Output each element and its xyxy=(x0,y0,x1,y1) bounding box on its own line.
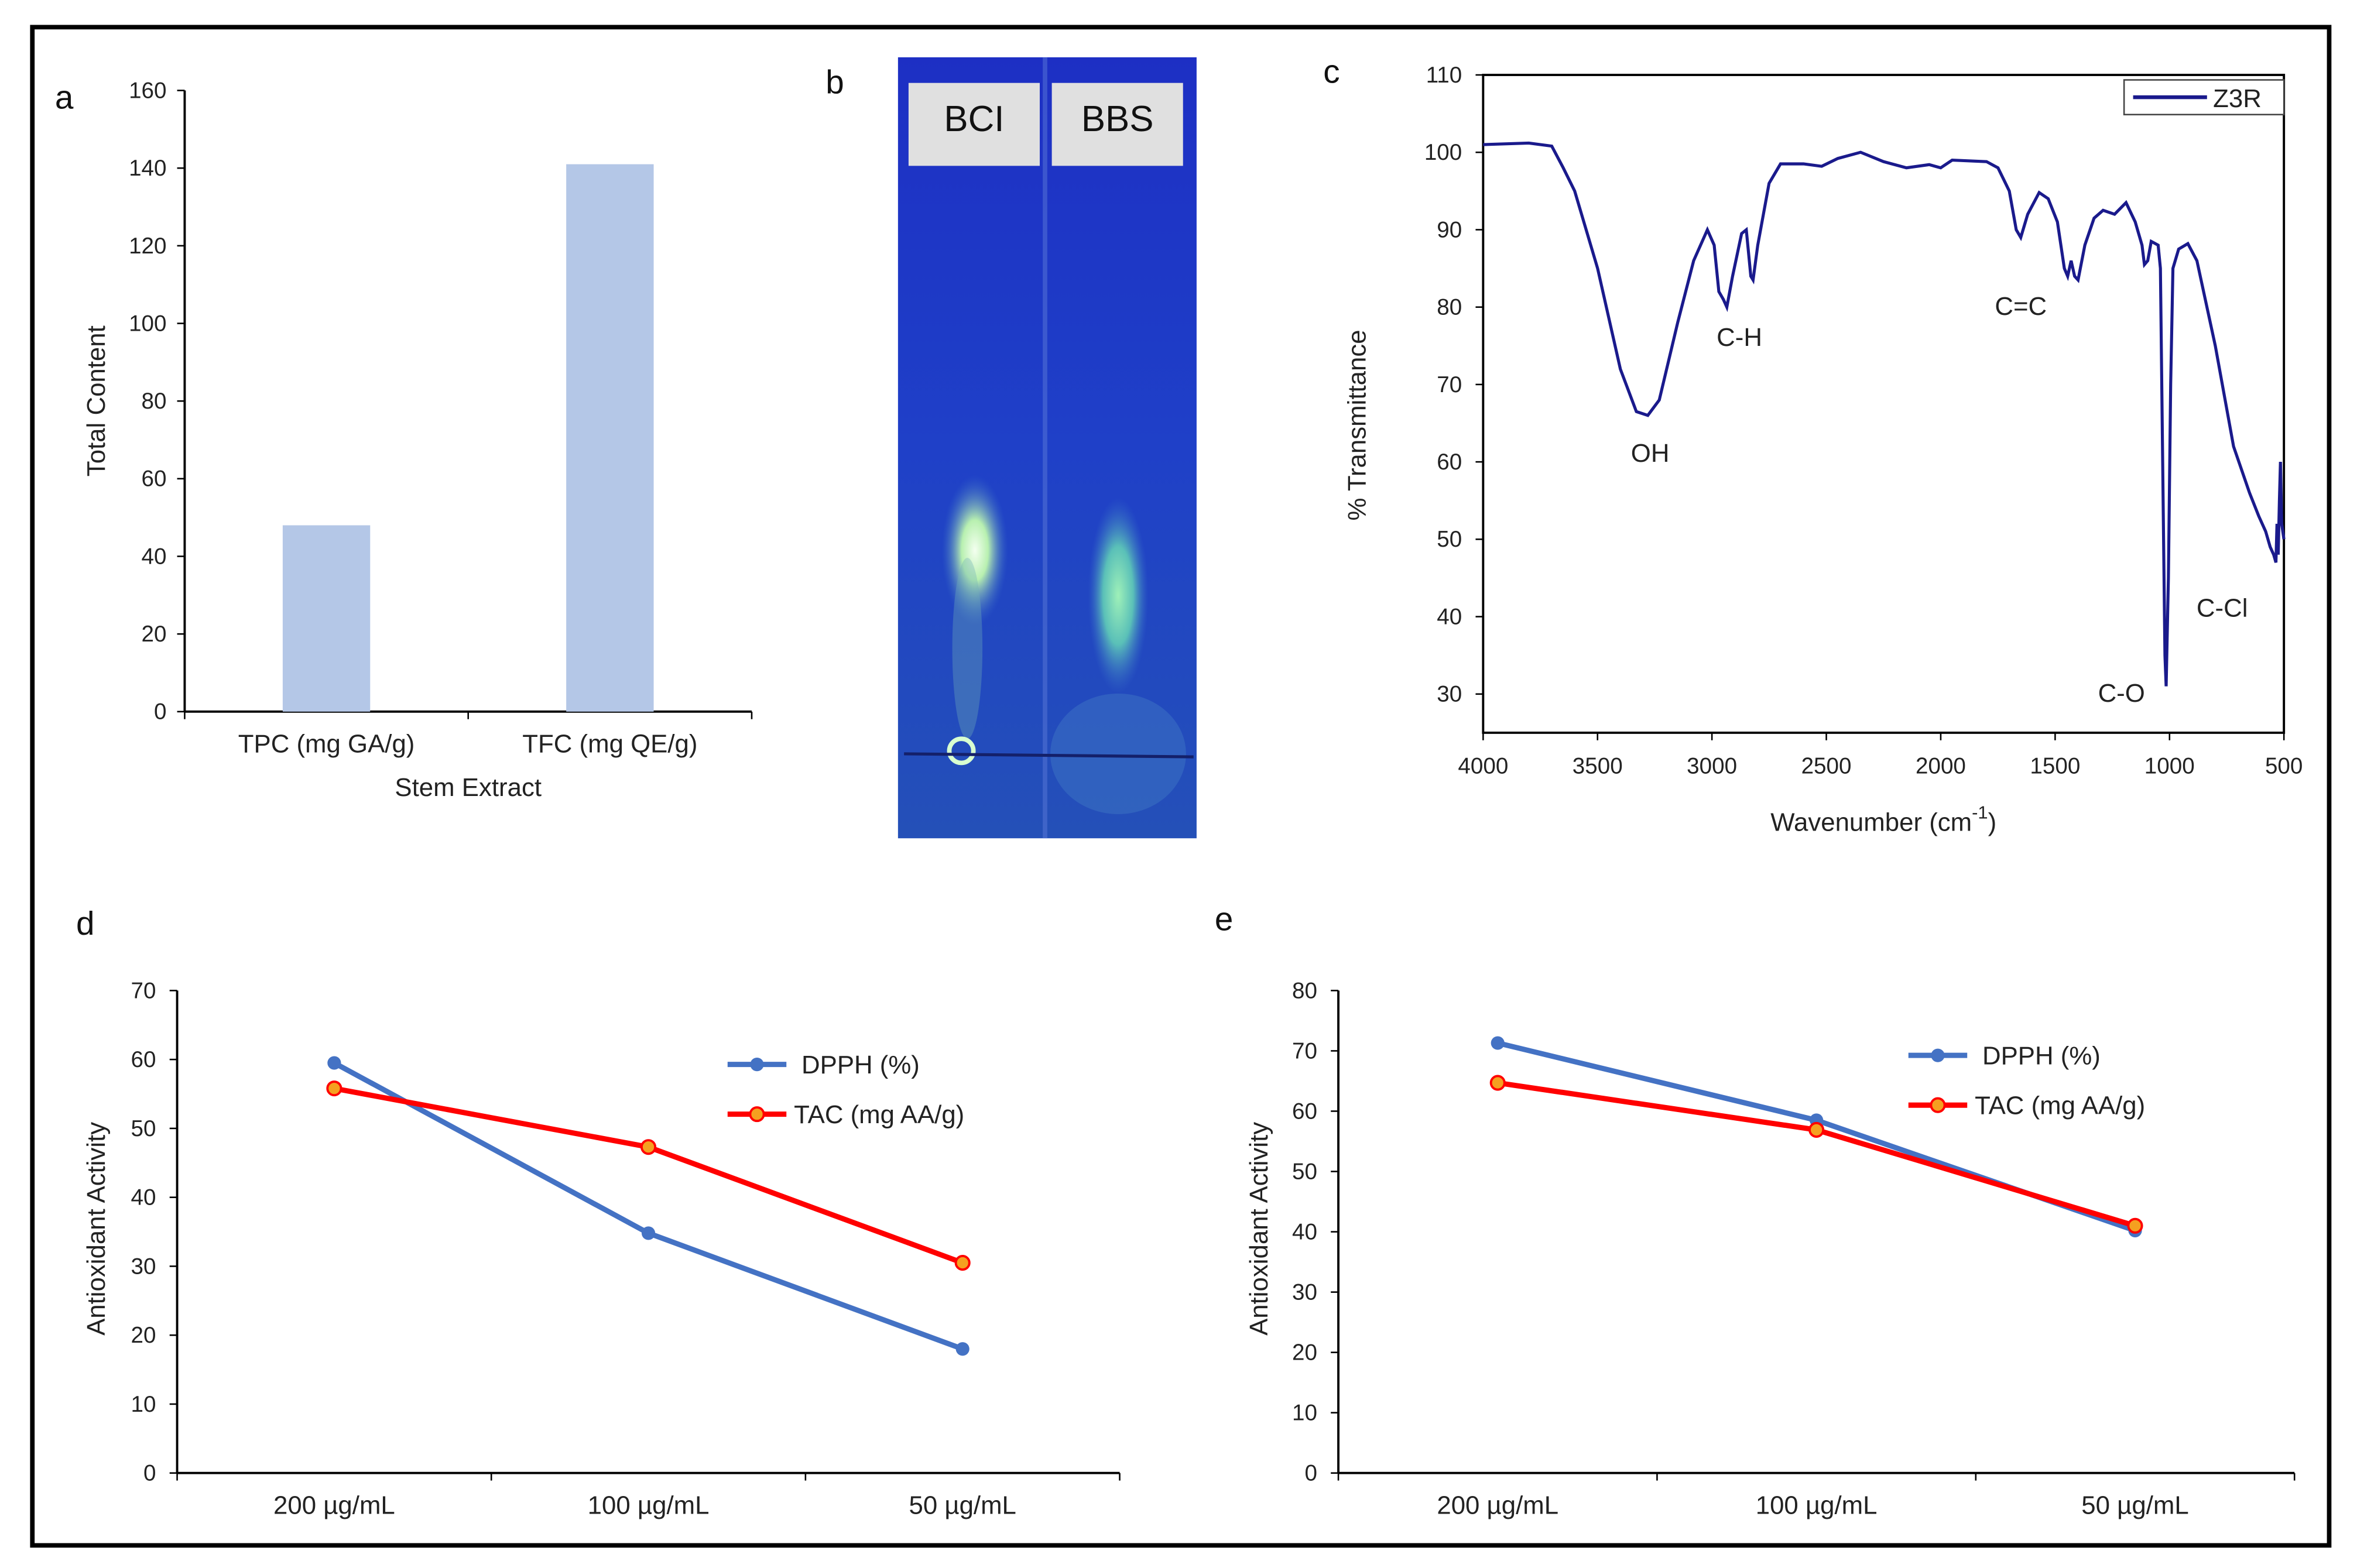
y-tick-label: 70 xyxy=(1292,1038,1317,1063)
y-axis-title: Antioxidant Activity xyxy=(1245,1122,1273,1336)
y-tick-label: 30 xyxy=(131,1254,156,1279)
y-tick-label: 90 xyxy=(1437,217,1462,242)
peak-annotation: C=C xyxy=(1995,292,2047,321)
x-tick-label: 200 µg/mL xyxy=(273,1491,395,1519)
y-tick-label: 30 xyxy=(1292,1279,1317,1305)
y-tick-label: 30 xyxy=(1437,682,1462,707)
lane-label-bci: BCI xyxy=(944,99,1004,139)
data-point-dpph xyxy=(327,1056,341,1070)
lane-label-bbs: BBS xyxy=(1081,99,1154,139)
x-axis-title: Wavenumber (cm-1) xyxy=(1770,802,1996,837)
legend-marker-tac xyxy=(749,1106,765,1123)
y-tick-label: 70 xyxy=(131,978,156,1003)
y-tick-label: 120 xyxy=(129,234,166,259)
y-tick-label: 60 xyxy=(142,466,167,492)
y-tick-label: 20 xyxy=(1292,1340,1317,1365)
bar-1 xyxy=(566,164,654,712)
y-axis-title: Total Content xyxy=(82,325,111,476)
x-tick-label: TPC (mg GA/g) xyxy=(238,729,415,758)
y-tick-label: 40 xyxy=(131,1185,156,1210)
panel-letter-e: e xyxy=(1215,901,1234,938)
ftir-spectrum-chart: 30 40 50 60 70 80 90 100 110 4000 3500 3000 2500 2000… xyxy=(1342,63,2303,836)
data-point-dpph xyxy=(1491,1036,1505,1050)
panel-letter-d: d xyxy=(76,905,95,942)
y-tick-label: 10 xyxy=(131,1392,156,1417)
data-point-dpph xyxy=(955,1342,969,1356)
antioxidant-chart-d: 0 10 20 30 40 50 60 70 200 µg/mL 100 µg/mL 50 µg/m… xyxy=(82,978,1121,1519)
y-axis-title: % Transmittance xyxy=(1342,330,1371,520)
legend-marker-tac xyxy=(1930,1097,1946,1113)
y-axis-title: Antioxidant Activity xyxy=(82,1122,111,1336)
x-tick-label: 3500 xyxy=(1573,753,1623,778)
y-tick-label: 50 xyxy=(1292,1159,1317,1184)
x-tick-label: 100 µg/mL xyxy=(588,1491,710,1519)
y-tick-label: 70 xyxy=(1437,372,1462,397)
x-tick-label: 2500 xyxy=(1801,753,1852,778)
legend-label-dpph: DPPH (%) xyxy=(1982,1042,2101,1071)
y-tick-label: 40 xyxy=(1292,1219,1317,1244)
y-tick-label: 50 xyxy=(1437,527,1462,552)
panel-letter-c: c xyxy=(1323,54,1339,91)
y-tick-label: 100 xyxy=(129,311,166,336)
data-point-tac xyxy=(1489,1075,1506,1091)
peak-annotation: C-Cl xyxy=(2197,594,2248,623)
y-tick-label: 0 xyxy=(154,699,166,725)
data-point-tac xyxy=(1808,1121,1825,1138)
bar-chart-total-content: 0 20 40 60 80 100 120 140 160 TPC (mg GA/g) TFC (m… xyxy=(82,78,753,802)
x-tick-label: 50 µg/mL xyxy=(2081,1491,2188,1519)
x-tick-label: 200 µg/mL xyxy=(1437,1491,1558,1519)
y-tick-label: 60 xyxy=(1292,1099,1317,1124)
panel-letter-b: b xyxy=(825,64,844,101)
y-tick-label: 80 xyxy=(1437,295,1462,320)
y-tick-label: 50 xyxy=(131,1116,156,1141)
tlc-plate-image: BCI BBS xyxy=(897,57,1197,839)
y-tick-label: 80 xyxy=(1292,978,1317,1003)
spectrum-line-z3r xyxy=(1483,141,2286,687)
y-tick-label: 40 xyxy=(1437,604,1462,629)
y-tick-label: 100 xyxy=(1424,140,1462,165)
y-tick-label: 160 xyxy=(129,78,166,103)
legend-marker-dpph xyxy=(1931,1048,1945,1062)
plot-frame xyxy=(1482,74,2286,734)
x-tick-label: 4000 xyxy=(1458,753,1508,778)
y-tick-label: 0 xyxy=(143,1461,156,1486)
y-tick-label: 20 xyxy=(131,1323,156,1348)
x-tick-label: 3000 xyxy=(1687,753,1737,778)
x-tick-label: 50 µg/mL xyxy=(909,1491,1016,1519)
y-tick-label: 20 xyxy=(142,622,167,647)
peak-annotation: OH xyxy=(1631,439,1670,468)
y-tick-label: 140 xyxy=(129,156,166,181)
data-point-dpph xyxy=(641,1226,656,1240)
x-tick-label: 500 xyxy=(2265,753,2303,778)
peak-annotation: C-H xyxy=(1717,323,1762,352)
legend-label: Z3R xyxy=(2213,84,2262,113)
figure-border xyxy=(30,25,2332,1548)
panel-letter-a: a xyxy=(55,79,74,116)
legend-marker-dpph xyxy=(750,1058,764,1072)
data-point-tac xyxy=(640,1139,657,1155)
y-tick-label: 80 xyxy=(142,389,167,414)
data-point-tac xyxy=(954,1255,971,1271)
peak-annotation: C-O xyxy=(2098,679,2145,708)
y-tick-label: 0 xyxy=(1305,1461,1317,1486)
antioxidant-chart-e: 0 10 20 30 40 50 60 70 80 200 µg/mL 100 µg/mL 50 µg… xyxy=(1245,978,2296,1519)
x-axis-title: Stem Extract xyxy=(395,773,542,802)
y-tick-label: 60 xyxy=(1437,450,1462,475)
x-tick-label: 1000 xyxy=(2144,753,2195,778)
y-tick-label: 10 xyxy=(1292,1401,1317,1426)
bar-0 xyxy=(282,525,371,712)
legend-label-dpph: DPPH (%) xyxy=(801,1051,920,1079)
x-tick-label: 1500 xyxy=(2030,753,2080,778)
x-tick-label: 2000 xyxy=(1916,753,1966,778)
x-tick-label: 100 µg/mL xyxy=(1756,1491,1878,1519)
data-point-tac xyxy=(2127,1217,2143,1234)
legend-label-tac: TAC (mg AA/g) xyxy=(794,1100,964,1129)
y-tick-label: 110 xyxy=(1426,63,1462,88)
x-tick-label: TFC (mg QE/g) xyxy=(522,729,697,758)
data-point-tac xyxy=(326,1080,342,1097)
y-tick-label: 60 xyxy=(131,1047,156,1072)
legend-label-tac: TAC (mg AA/g) xyxy=(1975,1092,2145,1120)
y-tick-label: 40 xyxy=(142,544,167,569)
